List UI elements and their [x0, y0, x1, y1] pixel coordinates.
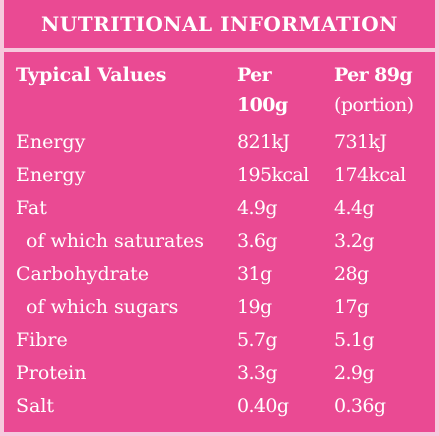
- column-header-per-portion-line1: Per 89g: [334, 64, 413, 86]
- row-label: of which saturates: [26, 230, 204, 252]
- row-value-per-100g: 3.3g: [237, 362, 278, 384]
- row-value-per-100g: 3.6g: [237, 230, 278, 252]
- row-value-per-portion: 0.36g: [334, 395, 386, 417]
- row-value-per-100g: 0.40g: [237, 395, 289, 417]
- table-row: of which sugars 19g 17g: [4, 291, 435, 324]
- row-label: of which sugars: [26, 296, 179, 318]
- row-value-per-portion: 731kJ: [334, 131, 387, 153]
- row-value-per-100g: 4.9g: [237, 197, 278, 219]
- table-row: Salt 0.40g 0.36g: [4, 390, 435, 423]
- column-header-per-100g: Per 100g: [237, 60, 288, 120]
- column-header-typical-values: Typical Values: [16, 64, 167, 86]
- panel-title: NUTRITIONAL INFORMATION: [4, 0, 435, 52]
- row-value-per-100g: 195kcal: [237, 164, 309, 186]
- column-header-per-100g-line1: Per: [237, 64, 272, 86]
- table-row: of which saturates 3.6g 3.2g: [4, 225, 435, 258]
- row-value-per-portion: 28g: [334, 263, 369, 285]
- table-row: Energy 821kJ 731kJ: [4, 126, 435, 159]
- column-header-per-portion-line2: (portion): [334, 94, 414, 116]
- row-value-per-portion: 3.2g: [334, 230, 375, 252]
- row-label: Energy: [16, 164, 86, 186]
- row-value-per-portion: 2.9g: [334, 362, 375, 384]
- column-header-per-100g-line2: 100g: [237, 94, 288, 116]
- table-row: Fibre 5.7g 5.1g: [4, 324, 435, 357]
- table-row: Fat 4.9g 4.4g: [4, 192, 435, 225]
- row-value-per-100g: 19g: [237, 296, 272, 318]
- row-label: Fibre: [16, 329, 68, 351]
- row-value-per-portion: 5.1g: [334, 329, 375, 351]
- table-row: Protein 3.3g 2.9g: [4, 357, 435, 390]
- row-value-per-100g: 31g: [237, 263, 272, 285]
- table-row: Carbohydrate 31g 28g: [4, 258, 435, 291]
- row-value-per-portion: 17g: [334, 296, 369, 318]
- row-label: Protein: [16, 362, 87, 384]
- row-label: Carbohydrate: [16, 263, 149, 285]
- table-header: Typical Values Per 100g Per 89g (portion…: [4, 60, 435, 124]
- row-label: Salt: [16, 395, 55, 417]
- row-value-per-portion: 174kcal: [334, 164, 406, 186]
- row-value-per-100g: 5.7g: [237, 329, 278, 351]
- row-value-per-100g: 821kJ: [237, 131, 290, 153]
- column-header-per-portion: Per 89g (portion): [334, 60, 414, 120]
- row-label: Energy: [16, 131, 86, 153]
- row-value-per-portion: 4.4g: [334, 197, 375, 219]
- table-row: Energy 195kcal 174kcal: [4, 159, 435, 192]
- row-label: Fat: [16, 197, 47, 219]
